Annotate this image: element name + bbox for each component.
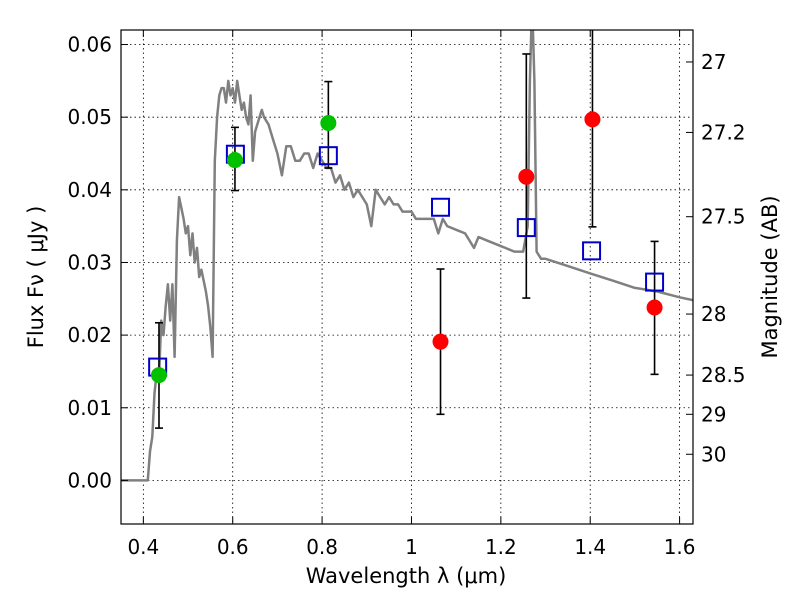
x-axis-title: Wavelength λ (μm): [306, 564, 507, 588]
y-axis-right-title: Magnitude (AB): [758, 195, 782, 358]
axes-frame: [120, 29, 694, 525]
x-tick-label: 1.6: [664, 535, 696, 559]
y-tick-label: 0.04: [67, 178, 112, 202]
red-data-point: [646, 299, 663, 316]
x-tick-label: 0.8: [306, 535, 338, 559]
model-sed-line: [121, 30, 693, 482]
y-tick-label: 0.01: [67, 396, 112, 420]
grid: [121, 30, 693, 524]
model-flux-square: [318, 146, 338, 166]
right-tick-label: 30: [701, 442, 726, 466]
x-tick-label: 1.4: [574, 535, 606, 559]
green-data-point: [150, 367, 167, 384]
y-tick-label: 0.05: [67, 105, 112, 129]
model-flux-square: [582, 241, 602, 261]
red-data-point: [432, 333, 449, 350]
green-data-point: [320, 114, 337, 131]
x-tick-label: 1: [405, 535, 418, 559]
right-tick-label: 27: [701, 50, 726, 74]
x-tick-label: 0.4: [127, 535, 159, 559]
right-tick-label: 29: [701, 402, 726, 426]
right-tick-label: 28: [701, 302, 726, 326]
y-tick-label: 0.02: [67, 323, 112, 347]
model-flux-square: [516, 218, 536, 238]
y-tick-label: 0.06: [67, 33, 112, 57]
red-data-point: [584, 111, 601, 128]
y-tick-label: 0.00: [67, 468, 112, 492]
plot-area: [121, 30, 693, 482]
model-flux-square: [431, 197, 451, 217]
y-tick-label: 0.03: [67, 250, 112, 274]
x-tick-label: 0.6: [217, 535, 249, 559]
model-flux-square: [645, 272, 665, 292]
y-axis-title: Flux Fν ( μJy ): [24, 206, 48, 349]
green-data-point: [226, 152, 243, 169]
right-tick-label: 28.5: [701, 363, 746, 387]
right-tick-label: 27.5: [701, 205, 746, 229]
red-data-point: [518, 168, 535, 185]
right-tick-label: 27.2: [701, 120, 746, 144]
ticks: 0.4 0.6 0.8 1 1.2 1.4 1.6 0.00 0.01 0.02 0.03 0.04 0…: [67, 30, 746, 559]
x-tick-label: 1.2: [485, 535, 517, 559]
